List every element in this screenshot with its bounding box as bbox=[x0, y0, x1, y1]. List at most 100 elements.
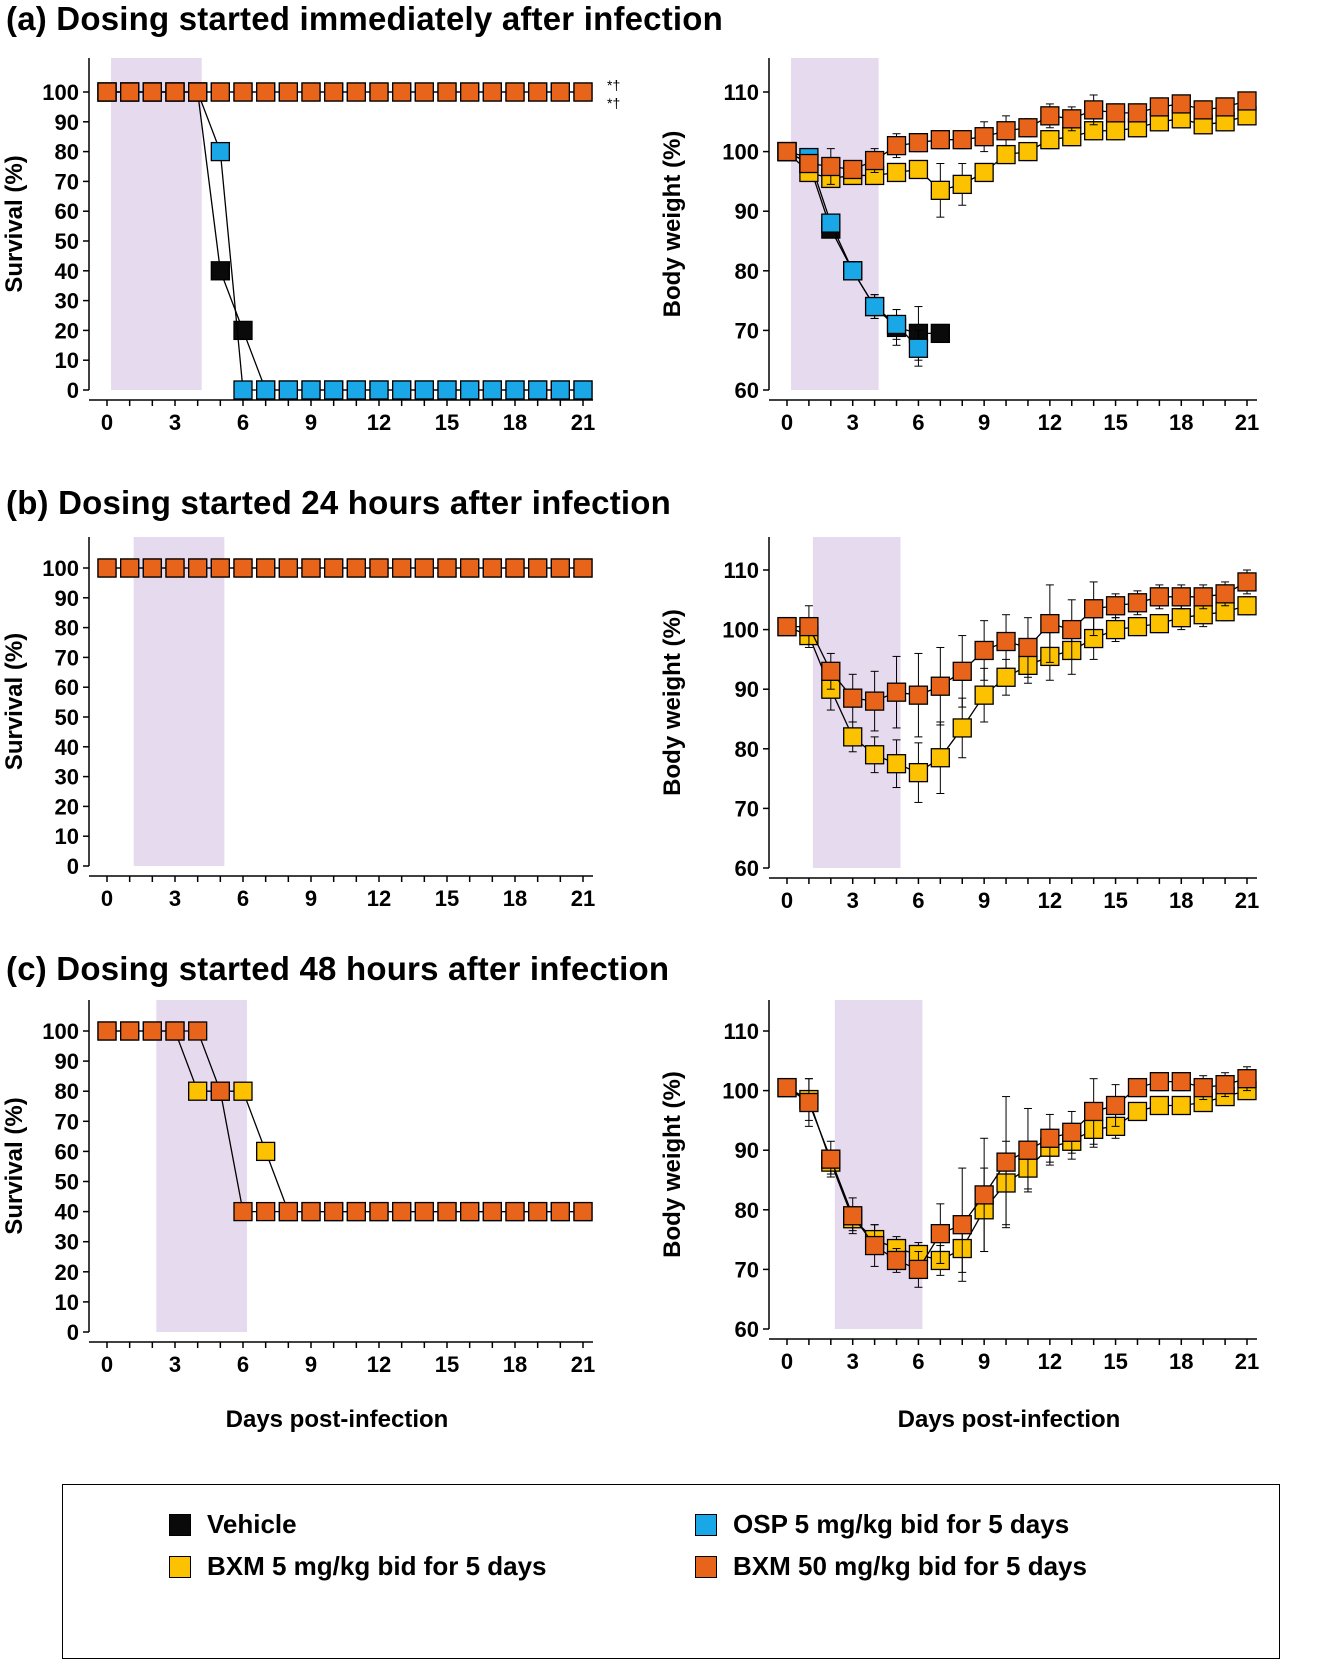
y-tick-label: 90 bbox=[735, 199, 759, 224]
series-line bbox=[786, 1087, 1248, 1262]
x-tick-label: 15 bbox=[435, 1352, 459, 1377]
y-tick-label: 50 bbox=[55, 705, 79, 730]
data-point bbox=[1193, 587, 1213, 607]
y-tick-label: 80 bbox=[55, 140, 79, 165]
data-point bbox=[256, 82, 276, 102]
data-point bbox=[97, 558, 117, 578]
data-point bbox=[188, 82, 208, 102]
data-point bbox=[550, 380, 570, 400]
data-point bbox=[437, 380, 457, 400]
data-point bbox=[1127, 1101, 1148, 1122]
series-line bbox=[786, 100, 1248, 171]
x-tick-label: 18 bbox=[503, 410, 527, 435]
data-point bbox=[996, 121, 1016, 141]
data-point bbox=[886, 1250, 907, 1271]
y-axis-label: Survival (%) bbox=[1, 155, 28, 292]
x-tick-label: 18 bbox=[1169, 1349, 1193, 1374]
x-tick-label: 9 bbox=[305, 886, 317, 911]
data-point bbox=[821, 213, 841, 233]
y-tick-label: 20 bbox=[55, 318, 79, 343]
y-tick-label: 70 bbox=[55, 645, 79, 670]
data-point bbox=[930, 748, 950, 768]
data-point bbox=[233, 82, 253, 102]
data-point bbox=[460, 82, 480, 102]
data-point bbox=[233, 1081, 253, 1101]
data-point bbox=[908, 159, 929, 180]
data-point bbox=[528, 380, 548, 400]
dosing-window-band bbox=[156, 1000, 247, 1332]
y-tick-label: 70 bbox=[735, 318, 759, 343]
series-line bbox=[787, 581, 1248, 702]
y-tick-label: 70 bbox=[55, 1109, 79, 1134]
data-point bbox=[821, 156, 841, 177]
data-point bbox=[1127, 616, 1148, 637]
data-point bbox=[1062, 1122, 1082, 1142]
y-tick-label: 70 bbox=[735, 796, 759, 821]
data-point bbox=[120, 82, 140, 102]
y-tick-label: 90 bbox=[55, 1049, 79, 1074]
data-point bbox=[482, 558, 502, 578]
y-tick-label: 80 bbox=[735, 1198, 759, 1223]
data-point bbox=[550, 558, 570, 578]
data-point bbox=[908, 1259, 929, 1280]
x-tick-label: 18 bbox=[503, 886, 527, 911]
series-bxm-50-mg-kg-bid-for-5-days bbox=[97, 1021, 593, 1222]
data-point bbox=[1171, 1095, 1191, 1116]
data-point bbox=[414, 82, 434, 102]
x-tick-label: 15 bbox=[1103, 1349, 1127, 1374]
data-point bbox=[505, 380, 525, 400]
data-point bbox=[233, 1201, 253, 1222]
data-point bbox=[1149, 97, 1170, 117]
data-point bbox=[301, 1201, 321, 1222]
data-point bbox=[1237, 91, 1257, 111]
data-point bbox=[188, 1081, 208, 1101]
data-point bbox=[120, 558, 140, 578]
data-point bbox=[930, 676, 950, 696]
y-tick-label: 60 bbox=[735, 1317, 759, 1342]
data-point bbox=[886, 314, 907, 335]
data-point bbox=[777, 616, 797, 637]
data-point bbox=[369, 1201, 389, 1222]
data-point bbox=[97, 1021, 117, 1041]
x-tick-label: 6 bbox=[912, 888, 924, 913]
data-point bbox=[1149, 587, 1170, 607]
data-point bbox=[952, 174, 972, 195]
x-tick-label: 15 bbox=[1103, 888, 1127, 913]
y-tick-label: 30 bbox=[55, 765, 79, 790]
y-tick-label: 90 bbox=[55, 586, 79, 611]
data-point bbox=[1040, 106, 1060, 126]
y-tick-label: 0 bbox=[67, 1320, 79, 1345]
data-point bbox=[482, 380, 502, 400]
data-point bbox=[843, 1206, 863, 1226]
y-tick-label: 30 bbox=[55, 1230, 79, 1255]
significance-annotation: *† bbox=[607, 77, 620, 93]
data-point bbox=[210, 261, 230, 281]
data-point bbox=[256, 558, 276, 578]
panel-title-b: (b) Dosing started 24 hours after infect… bbox=[6, 484, 672, 521]
data-point bbox=[233, 320, 253, 341]
data-point bbox=[392, 558, 412, 578]
series-bxm-50-mg-kg-bid-for-5-days bbox=[777, 569, 1257, 738]
y-tick-label: 110 bbox=[724, 80, 760, 105]
series-bxm-50-mg-kg-bid-for-5-days bbox=[97, 82, 593, 102]
x-tick-label: 3 bbox=[847, 1349, 859, 1374]
data-point bbox=[777, 1077, 797, 1098]
data-point bbox=[97, 82, 117, 102]
data-point bbox=[142, 1021, 162, 1041]
data-point bbox=[1193, 1077, 1213, 1098]
data-point bbox=[437, 82, 457, 102]
y-tick-label: 10 bbox=[55, 1290, 79, 1315]
x-tick-label: 9 bbox=[305, 410, 317, 435]
y-tick-label: 50 bbox=[55, 1170, 79, 1195]
y-tick-label: 110 bbox=[724, 1019, 760, 1044]
y-tick-label: 90 bbox=[735, 1138, 759, 1163]
data-point bbox=[1062, 109, 1082, 129]
legend-item-bxm5: BXM 5 mg/kg bid for 5 days bbox=[169, 1551, 547, 1582]
data-point bbox=[799, 153, 819, 174]
series-line bbox=[786, 1078, 1248, 1271]
x-tick-label: 0 bbox=[101, 886, 113, 911]
y-tick-label: 80 bbox=[735, 737, 759, 762]
legend-label-osp: OSP 5 mg/kg bid for 5 days bbox=[733, 1509, 1070, 1539]
y-tick-label: 50 bbox=[55, 229, 79, 254]
data-point bbox=[210, 558, 230, 578]
